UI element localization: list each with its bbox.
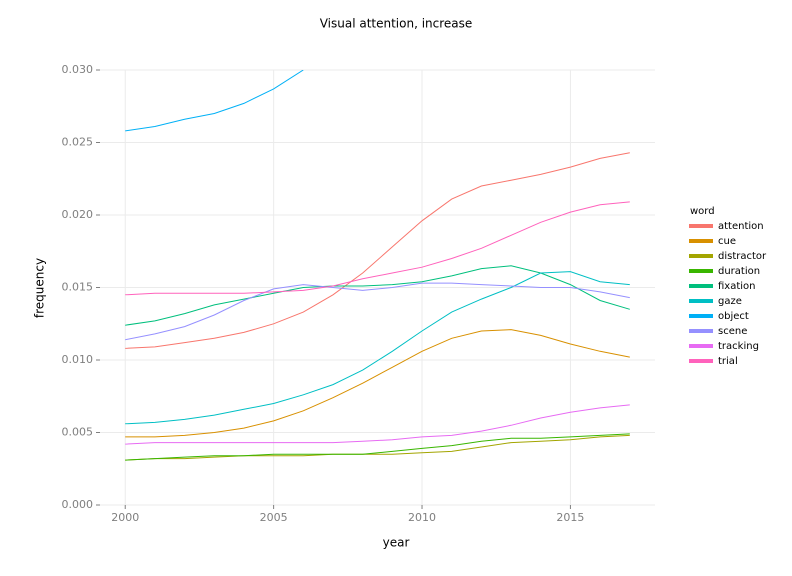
y-tick-label: 0.020 <box>62 208 94 221</box>
y-tick-label: 0.015 <box>62 281 94 294</box>
x-tick-label: 2005 <box>260 511 288 524</box>
line <box>125 282 630 341</box>
legend-label: object <box>718 311 749 322</box>
x-axis-label: year <box>383 536 410 550</box>
legend-label: scene <box>718 326 747 337</box>
plot-lines <box>125 70 630 461</box>
legend-label: duration <box>718 266 760 277</box>
x-tick-label: 2010 <box>408 511 436 524</box>
legend-label: tracking <box>718 341 759 352</box>
legend-label: distractor <box>718 251 767 262</box>
y-tick-label: 0.030 <box>62 63 94 76</box>
x-tick-label: 2000 <box>111 511 139 524</box>
line <box>125 433 630 461</box>
x-tick-label: 2015 <box>556 511 584 524</box>
legend-label: trial <box>718 356 738 367</box>
line <box>125 329 630 438</box>
y-tick-label: 0.005 <box>62 426 94 439</box>
line <box>125 152 630 349</box>
legend-label: attention <box>718 221 764 232</box>
line <box>125 70 304 132</box>
line <box>125 201 630 296</box>
y-axis-label: frequency <box>33 258 47 318</box>
chart-title: Visual attention, increase <box>320 17 473 31</box>
legend-label: cue <box>718 236 736 247</box>
line <box>125 271 630 425</box>
legend-label: fixation <box>718 281 756 292</box>
y-tick-label: 0.000 <box>62 498 94 511</box>
legend-title: word <box>690 206 715 217</box>
legend-label: gaze <box>718 296 742 307</box>
line <box>125 265 630 326</box>
line <box>125 404 630 445</box>
line <box>125 434 630 461</box>
y-tick-label: 0.010 <box>62 353 94 366</box>
y-tick-label: 0.025 <box>62 136 94 149</box>
